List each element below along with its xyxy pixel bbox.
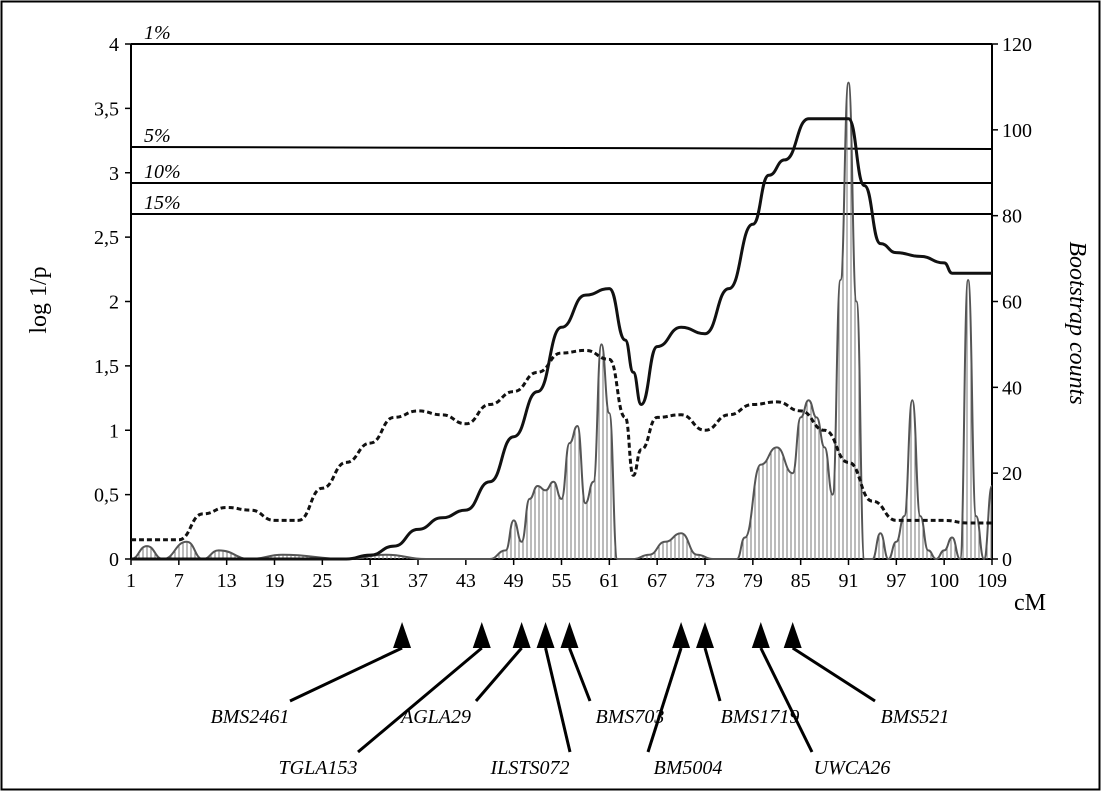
y-tick-label: 0,5 bbox=[94, 485, 119, 507]
marker-label: BM5004 bbox=[654, 757, 723, 779]
x-tick-label: 49 bbox=[504, 570, 524, 592]
dashed-series-line bbox=[131, 348, 992, 542]
threshold-line bbox=[130, 146, 993, 150]
threshold-lines: 1% 5% 10% 15% bbox=[130, 22, 993, 215]
axes bbox=[125, 43, 998, 565]
y-axis-label: log 1/p bbox=[26, 266, 52, 333]
marker-arrowhead bbox=[696, 622, 714, 648]
y-tick-label: 1 bbox=[109, 420, 119, 442]
marker-arrowhead bbox=[512, 622, 531, 648]
y2-tick-label: 80 bbox=[1002, 206, 1022, 228]
threshold-label: 1% bbox=[144, 22, 171, 44]
y-tick-label: 3,5 bbox=[94, 98, 119, 120]
marker-label: BMS1719 bbox=[721, 706, 800, 728]
x-tick-label: 100 bbox=[929, 570, 959, 592]
x-tick-label: 97 bbox=[886, 570, 906, 592]
marker-arrowhead bbox=[560, 622, 579, 648]
marker-label: UWCA26 bbox=[814, 757, 891, 779]
bootstrap-series-line bbox=[130, 81, 993, 561]
marker-arrow-line bbox=[703, 647, 722, 702]
marker-arrowhead bbox=[536, 622, 555, 648]
x-tick-label: 85 bbox=[791, 570, 811, 592]
marker-arrow-line bbox=[791, 646, 876, 703]
y2-tick-label: 100 bbox=[1002, 120, 1032, 142]
x-tick-label: 91 bbox=[839, 570, 859, 592]
marker-arrowhead bbox=[672, 622, 691, 648]
marker-arrow-line bbox=[289, 646, 403, 703]
x-tick-label: 55 bbox=[552, 570, 572, 592]
x-tick-label: 61 bbox=[599, 570, 619, 592]
marker-arrowhead bbox=[393, 622, 412, 648]
x-tick-label: 1 bbox=[126, 570, 136, 592]
marker-arrow-line bbox=[357, 646, 483, 754]
x-tick-labels: 1 7 13 19 25 31 37 43 49 55 61 67 73 79 85 91 97 100 109 bbox=[126, 570, 1007, 592]
threshold-label: 10% bbox=[144, 161, 181, 183]
marker-label: BMS521 bbox=[881, 706, 950, 728]
y2-tick-label: 60 bbox=[1002, 292, 1022, 314]
x-tick-label: 109 bbox=[977, 570, 1007, 592]
x-tick-label: 73 bbox=[695, 570, 715, 592]
x-tick-label: 19 bbox=[265, 570, 285, 592]
marker-label: AGLA29 bbox=[399, 706, 471, 728]
y2-tick-label: 120 bbox=[1002, 34, 1032, 56]
y-tick-label: 1,5 bbox=[94, 356, 119, 378]
marker-label: TGLA153 bbox=[279, 757, 358, 779]
marker-arrowhead bbox=[783, 622, 802, 648]
y-tick-label: 3 bbox=[109, 163, 119, 185]
bootstrap-bars bbox=[130, 81, 993, 561]
y2-tick-label: 0 bbox=[1002, 549, 1012, 571]
solid-series-line bbox=[130, 117, 992, 561]
lod-curves bbox=[130, 117, 992, 561]
x-tick-label: 7 bbox=[174, 570, 184, 592]
marker-arrow-line bbox=[759, 647, 814, 753]
y-tick-label: 0 bbox=[109, 549, 119, 571]
marker-arrow-line bbox=[474, 647, 523, 702]
marker-label: BMS703 bbox=[596, 706, 665, 728]
y-tick-label: 2,5 bbox=[94, 227, 119, 249]
x-tick-label: 25 bbox=[312, 570, 332, 592]
y2-tick-labels: 0 20 40 60 80 100 120 bbox=[1002, 34, 1032, 571]
y-tick-label: 4 bbox=[109, 34, 119, 56]
x-tick-label: 43 bbox=[456, 570, 476, 592]
x-tick-label: 31 bbox=[360, 570, 380, 592]
y-tick-labels: 0 0,5 1 1,5 2 2,5 3 3,5 4 bbox=[94, 34, 119, 571]
y-tick-label: 2 bbox=[109, 292, 119, 314]
threshold-label: 5% bbox=[144, 125, 171, 147]
x-tick-label: 37 bbox=[408, 570, 428, 592]
marker-arrowhead bbox=[751, 622, 770, 648]
marker-arrow-line bbox=[646, 647, 683, 753]
x-tick-label: 67 bbox=[647, 570, 667, 592]
y2-tick-label: 20 bbox=[1002, 463, 1022, 485]
x-tick-label: 13 bbox=[217, 570, 237, 592]
y2-axis-label: Bootstrap counts bbox=[1064, 241, 1090, 404]
threshold-label: 15% bbox=[144, 192, 181, 214]
marker-arrow-line bbox=[568, 647, 592, 702]
marker-label: ILSTS072 bbox=[490, 757, 570, 779]
marker-label: BMS2461 bbox=[211, 706, 290, 728]
y2-tick-label: 40 bbox=[1002, 377, 1022, 399]
marker-arrows: BMS2461 TGLA153 AGLA29 ILSTS072 BMS703 BM5004… bbox=[211, 622, 950, 779]
marker-arrow-line bbox=[544, 647, 572, 753]
x-axis-label: cM bbox=[1014, 590, 1046, 616]
marker-arrowhead bbox=[472, 622, 491, 648]
x-tick-label: 79 bbox=[743, 570, 763, 592]
